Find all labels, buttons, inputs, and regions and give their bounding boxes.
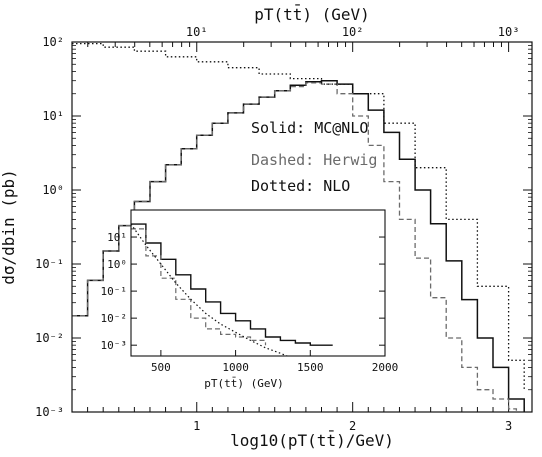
inset-y-tick-label: 10⁰ — [107, 258, 127, 271]
y-tick-label: 10⁻³ — [35, 405, 64, 419]
y-tick-label: 10² — [42, 35, 64, 49]
y-axis-title: dσ/dbin (pb) — [0, 169, 18, 285]
main-frame — [71, 41, 533, 413]
legend: Solid: MC@NLO Dashed: Herwig Dotted: NLO — [251, 119, 377, 195]
inset-series-nlo — [131, 223, 289, 356]
legend-entry-herwig: Dashed: Herwig — [251, 151, 377, 169]
inset-x-tick-label: 1500 — [297, 361, 324, 374]
y-tick-label: 10⁰ — [42, 183, 64, 197]
inset-plot: 10¹ 10⁰ 10⁻¹ 10⁻² 10⁻³ 500 1000 1500 2000 pT(tt̄)… — [101, 209, 399, 390]
inset-y-tick-label: 10¹ — [107, 231, 127, 244]
y-tick-label: 10⁻¹ — [35, 257, 64, 271]
legend-entry-mcatnlo: Solid: MC@NLO — [251, 119, 368, 137]
x-axis-title: log10(pT(tt̄)/GeV) — [230, 431, 394, 450]
top-tick-label: 10² — [342, 25, 364, 39]
y-tick-label: 10¹ — [42, 109, 64, 123]
inset-y-tick-label: 10⁻³ — [101, 339, 128, 352]
inset-x-axis-title: pT(tt̄) (GeV) — [204, 377, 283, 390]
main-plot: 10⁻³ 10⁻² 10⁻¹ 10⁰ 10¹ 10² 1 2 3 10¹ 10² 10³ log10(p… — [0, 5, 533, 450]
inset-series-mc-nlo — [131, 223, 333, 346]
inset-x-tick-label: 500 — [151, 361, 171, 374]
inset-series-herwig — [131, 228, 267, 346]
series-herwig — [72, 82, 518, 412]
inset-frame — [130, 209, 386, 357]
inset-x-tick-label: 1000 — [222, 361, 249, 374]
x-tick-label: 1 — [193, 419, 200, 433]
top-axis-title: pT(tt̄) (GeV) — [254, 5, 370, 24]
inset-y-tick-label: 10⁻² — [101, 312, 128, 325]
series-nlo — [72, 42, 525, 390]
x-tick-label: 3 — [505, 419, 512, 433]
top-tick-label: 10³ — [498, 25, 520, 39]
top-tick-label: 10¹ — [186, 25, 208, 39]
inset-x-tick-label: 2000 — [372, 361, 399, 374]
inset-background — [131, 210, 385, 356]
inset-y-tick-label: 10⁻¹ — [101, 285, 128, 298]
y-tick-label: 10⁻² — [35, 331, 64, 345]
legend-entry-nlo: Dotted: NLO — [251, 177, 350, 195]
x-tick-label: 2 — [349, 419, 356, 433]
